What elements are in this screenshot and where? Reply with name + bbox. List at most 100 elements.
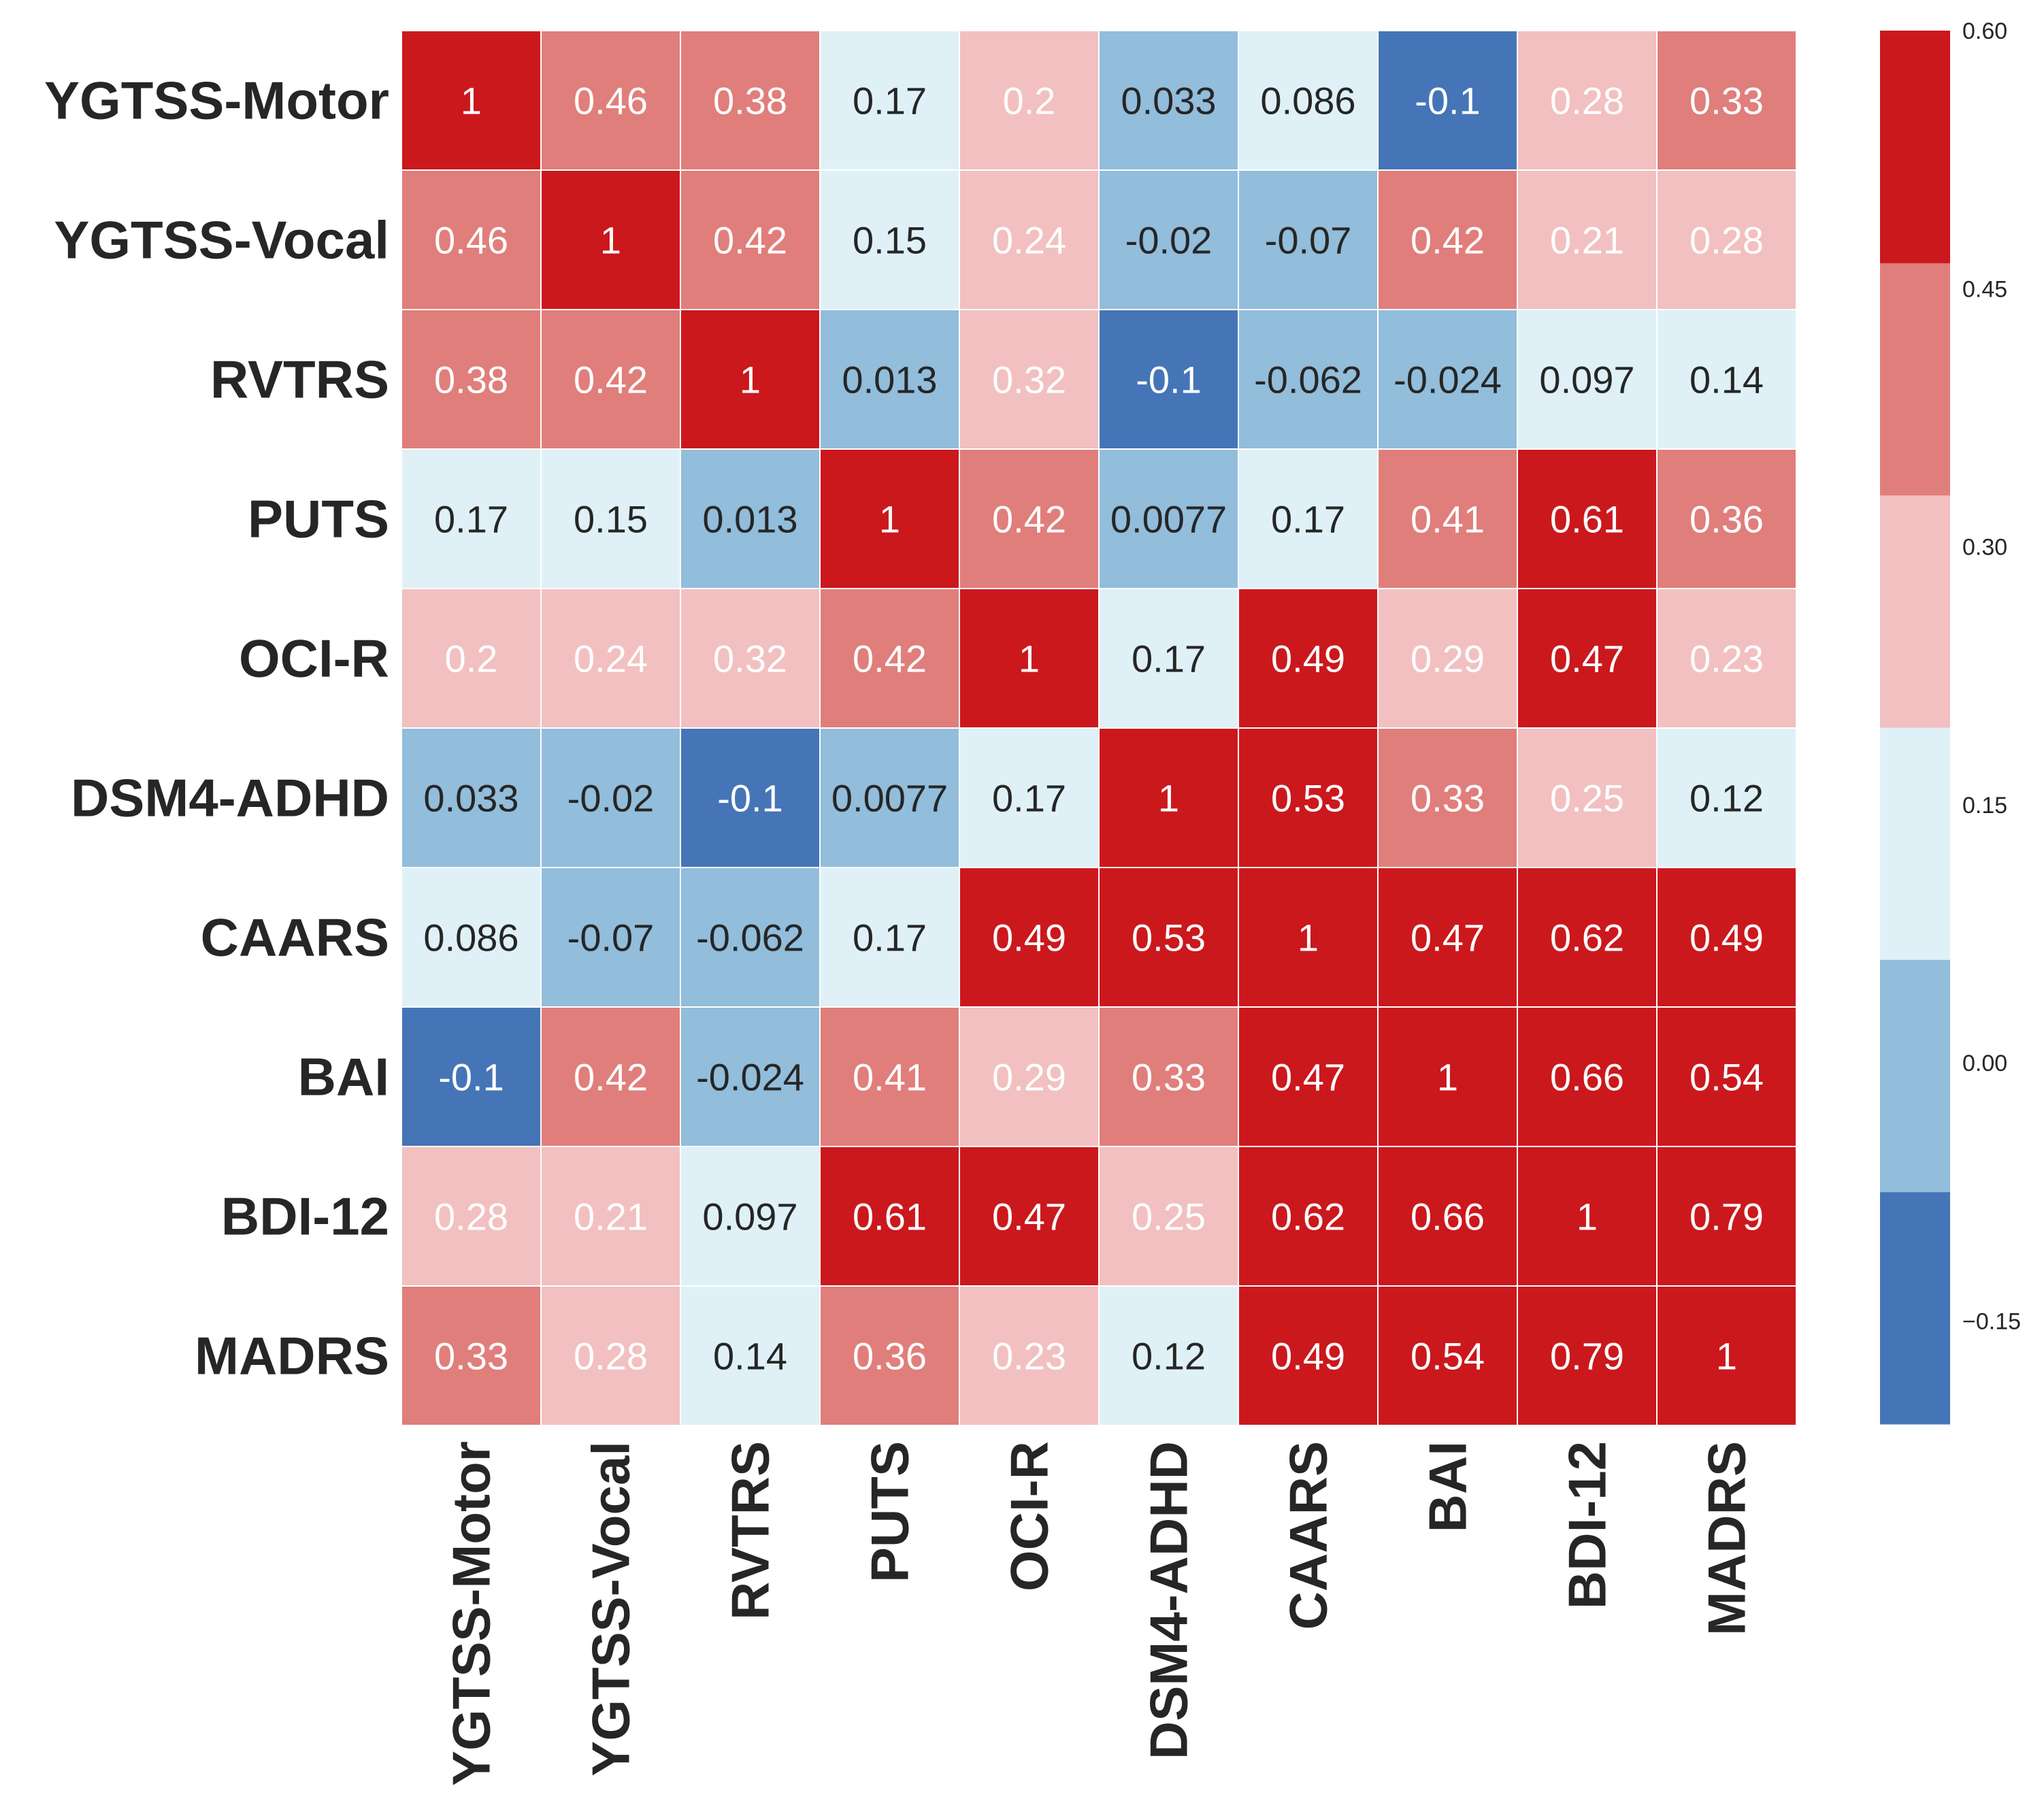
column-label: YGTSS-Vocal (581, 1441, 641, 1777)
cell-value-label: 0.086 (423, 917, 518, 959)
heatmap-cell (1656, 1006, 1797, 1147)
cell-value-label: 0.17 (853, 917, 927, 959)
heatmap-cell (819, 1285, 960, 1426)
cell-value-label: 0.033 (423, 777, 518, 820)
cell-value-label: 0.47 (1271, 1056, 1345, 1099)
colorbar-segment (1880, 263, 1950, 496)
heatmap-cell (1517, 1146, 1658, 1287)
heatmap-cell (1517, 867, 1658, 1008)
cell-value-label: 1 (1577, 1195, 1598, 1238)
heatmap-cell (1517, 1006, 1658, 1147)
cell-value-label: 0.46 (434, 219, 508, 262)
cell-value-label: 0.17 (434, 498, 508, 541)
cell-value-label: 0.32 (713, 638, 787, 680)
heatmap-cell (1377, 1006, 1518, 1147)
cell-value-label: 0.53 (1271, 777, 1345, 820)
cell-value-label: -0.1 (717, 777, 783, 820)
cell-value-label: -0.062 (696, 917, 804, 959)
column-label: YGTSS-Motor (442, 1441, 501, 1786)
cell-value-label: 0.25 (1132, 1195, 1206, 1238)
cell-value-label: 0.79 (1550, 1335, 1624, 1378)
cell-value-label: 0.46 (574, 80, 648, 122)
heatmap-cell (1656, 309, 1797, 450)
heatmap-cell (959, 1146, 1100, 1287)
cell-value-label: 0.66 (1550, 1056, 1624, 1099)
heatmap-cell (1377, 309, 1518, 450)
heatmap-cell (540, 588, 681, 729)
row-label: BDI-12 (221, 1187, 389, 1247)
heatmap-cell (1238, 1006, 1379, 1147)
cell-value-label: 0.25 (1550, 777, 1624, 820)
cell-value-label: 0.54 (1689, 1056, 1764, 1099)
cell-value-label: -0.024 (696, 1056, 804, 1099)
heatmap-cell (819, 1146, 960, 1287)
cell-value-label: 0.41 (1411, 498, 1485, 541)
cell-value-label: 0.097 (702, 1195, 797, 1238)
cell-value-label: -0.02 (567, 777, 655, 820)
row-label: PUTS (248, 489, 389, 549)
heatmap-cell (1098, 1006, 1239, 1147)
cell-value-label: 0.33 (1411, 777, 1485, 820)
cell-value-label: 0.12 (1689, 777, 1764, 820)
heatmap-cell (959, 448, 1100, 589)
heatmap-cell (1377, 588, 1518, 729)
heatmap-cell (819, 867, 960, 1008)
heatmap-cell (540, 30, 681, 171)
cell-value-label: 0.23 (992, 1335, 1066, 1378)
heatmap-cell (1656, 30, 1797, 171)
heatmap-cell (401, 448, 542, 589)
heatmap-cell (401, 30, 542, 171)
column-label: MADRS (1697, 1441, 1757, 1636)
cell-value-label: -0.1 (1415, 80, 1481, 122)
colorbar-tick-label: 0.30 (1962, 535, 2007, 561)
heatmap-cell (1238, 727, 1379, 868)
heatmap-cell (1098, 867, 1239, 1008)
row-label: MADRS (195, 1326, 389, 1386)
cell-value-label: 0.42 (992, 498, 1066, 541)
cell-value-label: 0.24 (992, 219, 1066, 262)
heatmap-cell (1517, 448, 1658, 589)
cell-value-label: 0.53 (1132, 917, 1206, 959)
heatmap-cell (540, 1146, 681, 1287)
column-labels: YGTSS-Motor YGTSS-Vocal RVTRS PUTS OCI-R DSM4… (442, 1441, 1757, 1786)
heatmap-cell (1238, 867, 1379, 1008)
cell-value-label: 0.23 (1689, 638, 1764, 680)
heatmap-cell (680, 30, 821, 171)
heatmap-cell (959, 1006, 1100, 1147)
cell-value-label: 0.54 (1411, 1335, 1485, 1378)
heatmap-cell (1098, 448, 1239, 589)
cell-value-label: 0.32 (992, 359, 1066, 401)
cell-value-label: 0.49 (1271, 1335, 1345, 1378)
cell-value-label: 0.2 (445, 638, 498, 680)
row-label: YGTSS-Motor (44, 71, 389, 131)
colorbar-segment (1880, 495, 1950, 728)
cell-value-label: 0.0077 (1110, 498, 1227, 541)
heatmap-cell (1517, 169, 1658, 310)
cell-value-label: -0.062 (1254, 359, 1362, 401)
cell-value-label: 0.49 (1271, 638, 1345, 680)
cell-value-label: 1 (1716, 1335, 1737, 1378)
cell-value-label: 0.38 (713, 80, 787, 122)
cell-value-label: 1 (600, 219, 621, 262)
colorbar-tick-label: 0.60 (1962, 18, 2007, 44)
heatmap-cell (819, 727, 960, 868)
heatmap-cell (1377, 1285, 1518, 1426)
heatmap-cell (1656, 1146, 1797, 1287)
cell-value-label: 0.21 (1550, 219, 1624, 262)
colorbar-segment (1880, 727, 1950, 960)
column-label: DSM4-ADHD (1139, 1441, 1199, 1760)
heatmap-cell (401, 727, 542, 868)
colorbar-segment (1880, 1191, 1950, 1425)
cell-value-label: 1 (1158, 777, 1179, 820)
heatmap-cell (1656, 448, 1797, 589)
cell-value-label: 0.47 (1411, 917, 1485, 959)
heatmap-cell (1377, 169, 1518, 310)
heatmap-cell (819, 1006, 960, 1147)
heatmap-cell (1238, 1285, 1379, 1426)
colorbar-tick-label: 0.00 (1962, 1051, 2007, 1076)
cell-value-label: 0.2 (1003, 80, 1056, 122)
heatmap-cell (1098, 727, 1239, 868)
cell-value-label: 0.0077 (831, 777, 948, 820)
heatmap-cell (680, 309, 821, 450)
